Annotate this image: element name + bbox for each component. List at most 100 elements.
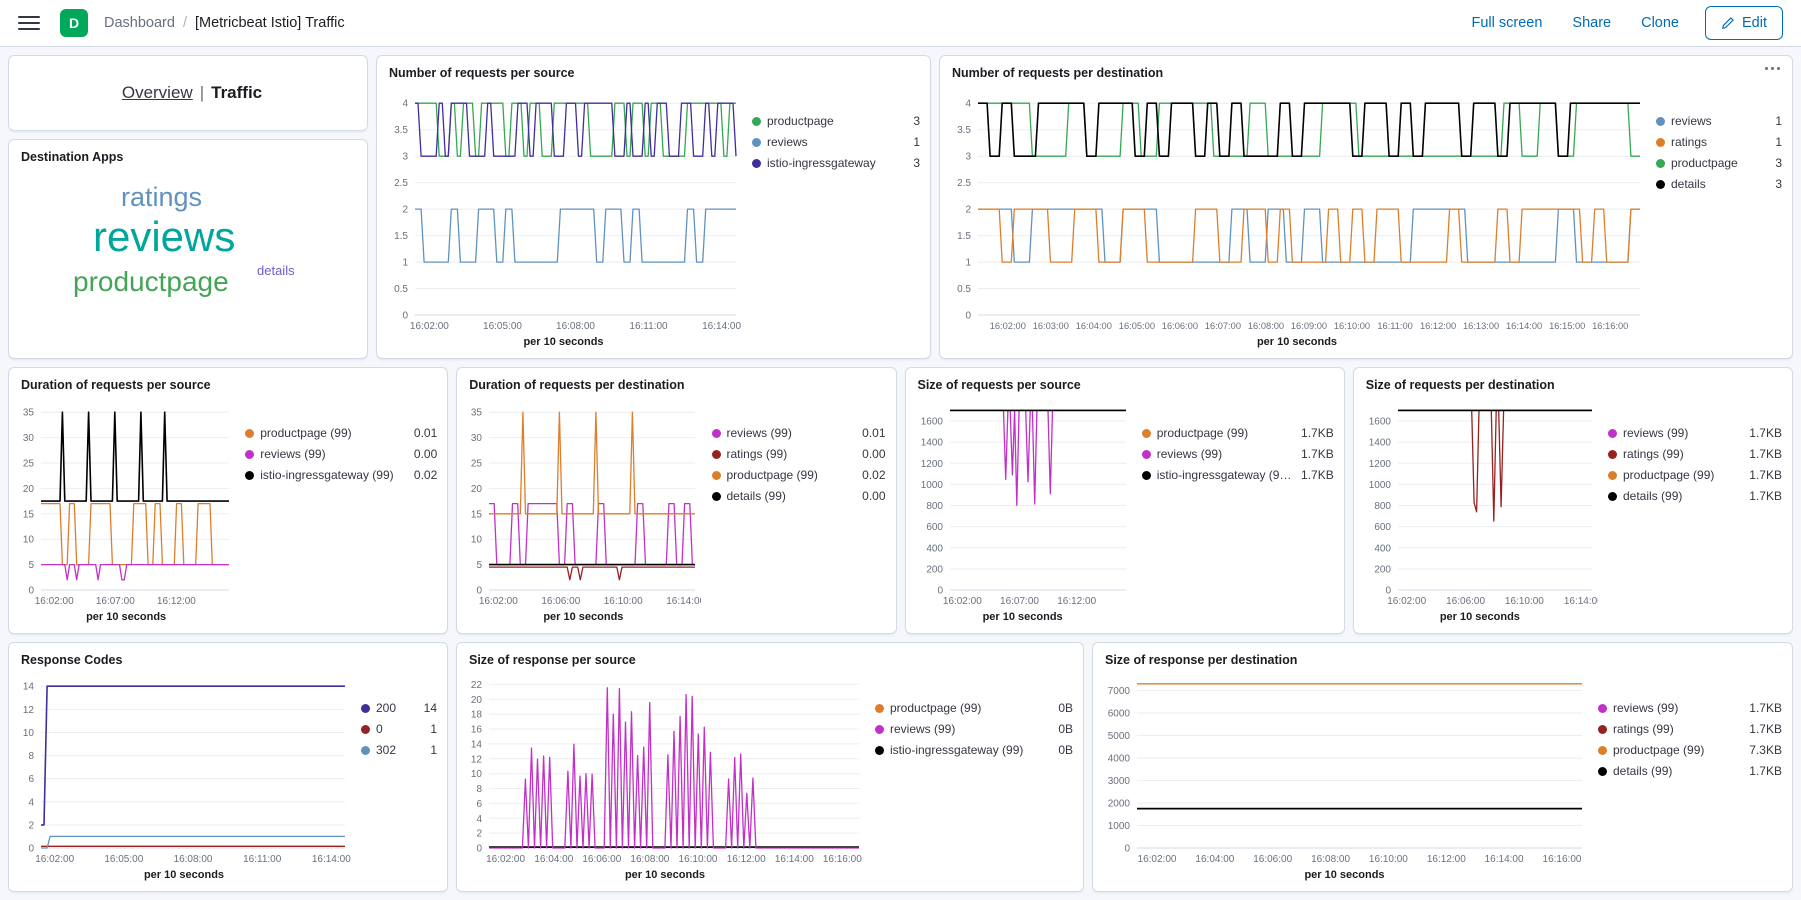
legend-item[interactable]: 302 1	[361, 743, 437, 757]
legend-item[interactable]: details (99) 0.00	[711, 489, 886, 503]
svg-text:400: 400	[1374, 543, 1391, 554]
legend-item[interactable]: ratings (99) 1.7KB	[1598, 722, 1782, 736]
legend-dot	[752, 158, 761, 168]
legend-label: reviews	[767, 135, 808, 149]
chart-response-codes[interactable]: 0 2 4 6 8 10 12 14 16:02:00 16:05:00 16:08:00 16:11…	[17, 671, 351, 866]
svg-text:16:06:00: 16:06:00	[542, 596, 581, 607]
traffic-label: Traffic	[211, 83, 263, 102]
legend-item[interactable]: productpage (99) 1.7KB	[1608, 468, 1782, 482]
legend-item[interactable]: reviews (99) 1.7KB	[1141, 447, 1334, 461]
panel-overview-links: Overview | Traffic	[8, 55, 368, 131]
legend-item[interactable]: istio-ingressgateway 3	[752, 156, 920, 170]
svg-text:16:12:00: 16:12:00	[1420, 321, 1456, 331]
tag-cloud-word-details[interactable]: details	[257, 263, 295, 278]
svg-text:10: 10	[471, 769, 483, 780]
legend-item[interactable]: reviews (99) 0.01	[711, 426, 886, 440]
legend-item[interactable]: reviews (99) 1.7KB	[1608, 426, 1782, 440]
svg-text:2000: 2000	[1108, 799, 1131, 810]
legend-value: 1.7KB	[1301, 468, 1334, 482]
svg-text:3000: 3000	[1108, 776, 1131, 787]
legend-label: productpage (99)	[1156, 426, 1249, 440]
chart-svg: 0 200 400 600 800 1000 1200 1400 1600 16:02:00 16:…	[920, 409, 1126, 607]
svg-text:16:06:00: 16:06:00	[1253, 854, 1292, 865]
x-axis-title: per 10 seconds	[543, 611, 624, 623]
chart-size-of-response-per-source[interactable]: 0 2 4 6 8 10 12 14 16 18 20 22 16:02:00 16:04:00 16:06…	[465, 671, 865, 866]
chart-duration-of-requests-per-destination[interactable]: 0 5 10 15 20 25 30 35 16:02:00 16:06:00 16:10:00 16…	[465, 396, 701, 608]
legend-item[interactable]: details (99) 1.7KB	[1598, 764, 1782, 778]
legend-item[interactable]: istio-ingressgateway (9… 1.7KB	[1141, 468, 1334, 482]
chart-number-of-requests-per-destination[interactable]: 0 0.5 1 1.5 2 2.5 3 3.5 4 16:02:00 16:03:00 16:04:0…	[948, 84, 1646, 333]
legend-item[interactable]: productpage (99) 7.3KB	[1598, 743, 1782, 757]
legend-dot	[1608, 491, 1617, 501]
svg-text:7000: 7000	[1108, 686, 1131, 697]
legend-value: 3	[913, 114, 920, 128]
legend-item[interactable]: reviews 1	[1656, 114, 1782, 128]
legend-item[interactable]: details 3	[1656, 177, 1782, 191]
pencil-icon	[1721, 16, 1735, 30]
legend-item[interactable]: details (99) 1.7KB	[1608, 489, 1782, 503]
svg-text:1.5: 1.5	[957, 231, 971, 242]
chart-size-of-requests-per-destination[interactable]: 0 200 400 600 800 1000 1200 1400 1600 16:02:00 16:…	[1362, 396, 1598, 608]
legend-item[interactable]: productpage 3	[1656, 156, 1782, 170]
legend-item[interactable]: ratings (99) 1.7KB	[1608, 447, 1782, 461]
tag-cloud-word-reviews[interactable]: reviews	[93, 213, 236, 260]
svg-text:2: 2	[476, 829, 482, 840]
legend-item[interactable]: productpage (99) 1.7KB	[1141, 426, 1334, 440]
full-screen-link[interactable]: Full screen	[1471, 15, 1543, 31]
legend-item[interactable]: 200 14	[361, 701, 437, 715]
legend-item[interactable]: reviews (99) 1.7KB	[1598, 701, 1782, 715]
legend-item[interactable]: reviews 1	[752, 135, 920, 149]
chart-svg: 0 1000 2000 3000 4000 5000 6000 7000 16:02:00 16:…	[1108, 683, 1582, 865]
svg-text:1400: 1400	[920, 438, 943, 449]
legend-item[interactable]: istio-ingressgateway (99) 0.02	[245, 468, 437, 482]
svg-text:800: 800	[1374, 501, 1391, 512]
legend-item[interactable]: productpage (99) 0.02	[711, 468, 886, 482]
legend-item[interactable]: istio-ingressgateway (99) 0B	[875, 743, 1073, 757]
svg-text:15: 15	[471, 509, 483, 520]
svg-text:16:11:00: 16:11:00	[1377, 321, 1413, 331]
svg-text:2.5: 2.5	[957, 178, 971, 189]
legend-dot	[1141, 449, 1151, 459]
breadcrumb-dashboard[interactable]: Dashboard	[104, 15, 175, 31]
chart-size-of-requests-per-source[interactable]: 0 200 400 600 800 1000 1200 1400 1600 16:02:00 16:…	[914, 396, 1132, 608]
legend-item[interactable]: productpage 3	[752, 114, 920, 128]
legend-label: reviews (99)	[890, 722, 956, 736]
legend-item[interactable]: ratings 1	[1656, 135, 1782, 149]
legend-label: 200	[376, 701, 397, 715]
tag-cloud-word-ratings[interactable]: ratings	[121, 182, 203, 212]
legend-label: istio-ingressgateway (9…	[1156, 468, 1292, 482]
chart-duration-of-requests-per-source[interactable]: 0 5 10 15 20 25 30 35 16:02:00 16:07:00 16:12:00	[17, 396, 235, 608]
hamburger-menu-icon[interactable]	[18, 16, 40, 30]
legend-item[interactable]: reviews (99) 0B	[875, 722, 1073, 736]
chart-size-of-response-per-destination[interactable]: 0 1000 2000 3000 4000 5000 6000 7000 16:02:00 16:…	[1101, 671, 1588, 866]
panel-title: Number of requests per destination	[952, 66, 1164, 80]
panel-title: Size of requests per destination	[1365, 378, 1555, 392]
clone-link[interactable]: Clone	[1641, 15, 1679, 31]
legend-item[interactable]: reviews (99) 0.00	[245, 447, 437, 461]
legend-dot	[1608, 428, 1617, 438]
legend-item[interactable]: productpage (99) 0.01	[245, 426, 437, 440]
svg-text:16:02:00: 16:02:00	[35, 596, 74, 607]
legend-value: 7.3KB	[1749, 743, 1782, 757]
legend-dot	[1656, 137, 1665, 147]
share-link[interactable]: Share	[1572, 15, 1612, 31]
svg-text:1.5: 1.5	[394, 231, 408, 242]
svg-text:1: 1	[402, 258, 408, 269]
top-bar: D Dashboard / [Metricbeat Istio] Traffic…	[0, 0, 1801, 47]
legend-label: productpage	[1671, 156, 1738, 170]
chart-legend: 200 14 0 1 302 1	[351, 671, 439, 883]
overview-link[interactable]: Overview	[121, 83, 193, 102]
tag-cloud-word-productpage[interactable]: productpage	[73, 266, 229, 297]
edit-button[interactable]: Edit	[1705, 6, 1783, 40]
space-avatar[interactable]: D	[60, 9, 88, 37]
chart-number-of-requests-per-source[interactable]: 0 0.5 1 1.5 2 2.5 3 3.5 4 16:02:00 16:05:00 16:08:0…	[385, 84, 742, 333]
legend-item[interactable]: ratings (99) 0.00	[711, 447, 886, 461]
panel-title: Size of response per source	[469, 653, 636, 667]
legend-value: 0.01	[413, 426, 438, 440]
panel-options-icon[interactable]	[1761, 62, 1784, 75]
legend-item[interactable]: productpage (99) 0B	[875, 701, 1073, 715]
svg-text:1000: 1000	[920, 480, 943, 491]
svg-text:16:10:00: 16:10:00	[604, 596, 643, 607]
legend-label: details (99)	[726, 489, 786, 503]
